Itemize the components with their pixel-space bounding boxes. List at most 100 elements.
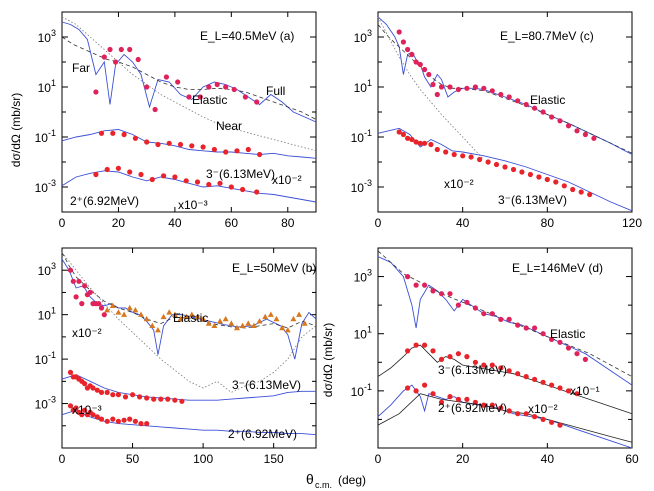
data-point bbox=[122, 394, 129, 400]
data-point bbox=[228, 320, 235, 326]
data-point bbox=[104, 307, 111, 313]
data-point bbox=[447, 354, 453, 360]
data-point bbox=[194, 179, 201, 185]
x-tick-label: 40 bbox=[456, 216, 470, 230]
data-point bbox=[70, 278, 76, 284]
data-point bbox=[417, 140, 423, 146]
data-point bbox=[438, 399, 445, 405]
panel-b: 0 50 100 150 103 101 10-1 10-3 E_L=50MeV (b) Elas… bbox=[35, 247, 317, 466]
data-point bbox=[273, 315, 280, 322]
data-point bbox=[165, 396, 171, 402]
x-tick-label: 40 bbox=[168, 216, 182, 230]
annotation-label: 2⁺(6.92MeV) bbox=[70, 194, 139, 208]
data-point bbox=[515, 322, 521, 328]
data-point bbox=[98, 389, 105, 395]
data-point bbox=[481, 85, 487, 91]
data-point bbox=[223, 149, 229, 155]
data-point bbox=[73, 405, 79, 411]
data-point bbox=[172, 174, 178, 180]
data-point bbox=[104, 389, 110, 395]
data-point bbox=[171, 311, 178, 317]
x-tick-label: 0 bbox=[375, 452, 382, 466]
data-point bbox=[127, 416, 133, 422]
data-point bbox=[115, 165, 121, 171]
y-tick-label: 101 bbox=[38, 306, 56, 323]
data-point bbox=[455, 302, 461, 308]
annotation-label: Elastic bbox=[192, 93, 227, 107]
data-point bbox=[523, 411, 529, 417]
data-point bbox=[502, 164, 508, 170]
data-point bbox=[413, 282, 419, 288]
data-point bbox=[413, 59, 419, 65]
curve-dash bbox=[61, 36, 317, 120]
data-point bbox=[279, 324, 286, 331]
annotation-label: 3⁻(6.13MeV) bbox=[206, 167, 275, 181]
data-point bbox=[532, 376, 538, 382]
data-point bbox=[489, 362, 495, 368]
data-point bbox=[422, 382, 428, 388]
data-point bbox=[245, 146, 251, 153]
data-point bbox=[179, 398, 185, 404]
data-point bbox=[256, 318, 263, 324]
data-point bbox=[110, 130, 116, 136]
data-point bbox=[430, 391, 436, 397]
data-point bbox=[451, 151, 457, 158]
data-point bbox=[175, 79, 181, 85]
data-point bbox=[447, 291, 453, 297]
curve-black bbox=[377, 393, 633, 443]
data-point bbox=[155, 141, 161, 148]
data-point bbox=[79, 412, 85, 418]
data-point bbox=[553, 179, 559, 185]
data-point bbox=[405, 135, 411, 141]
data-point bbox=[67, 369, 74, 375]
data-point bbox=[405, 385, 411, 391]
data-point bbox=[430, 81, 436, 88]
data-point bbox=[591, 135, 597, 141]
data-point bbox=[183, 313, 190, 320]
data-point bbox=[177, 315, 184, 322]
y-tick-label: 10-3 bbox=[35, 178, 56, 195]
data-point bbox=[82, 381, 88, 387]
data-point bbox=[506, 94, 512, 100]
data-point bbox=[464, 299, 470, 305]
data-point bbox=[96, 301, 102, 307]
curve-dot bbox=[61, 252, 317, 393]
data-point bbox=[549, 382, 555, 388]
y-tick-label: 103 bbox=[354, 268, 372, 285]
data-point bbox=[107, 46, 113, 53]
data-point bbox=[138, 421, 144, 427]
data-point bbox=[206, 84, 212, 90]
annotation-label: 3⁻(6.13MeV) bbox=[498, 193, 567, 207]
data-point bbox=[409, 136, 415, 143]
data-point bbox=[472, 305, 478, 311]
panel-a: 0 20 40 60 80 103 101 10-1 10-3 E_L=40.5MeV (a) Fa… bbox=[35, 11, 317, 230]
annotation-label: 2⁺(6.92MeV) bbox=[228, 427, 297, 441]
data-point bbox=[94, 387, 100, 393]
data-point bbox=[557, 118, 563, 124]
annotation-label: x10⁻² bbox=[444, 177, 474, 191]
data-point bbox=[582, 356, 589, 362]
data-point bbox=[132, 307, 139, 313]
data-point bbox=[290, 315, 297, 322]
data-point bbox=[523, 101, 529, 108]
data-point bbox=[118, 46, 124, 53]
x-tick-label: 20 bbox=[112, 216, 126, 230]
x-tick-label: 0 bbox=[375, 216, 382, 230]
data-point bbox=[481, 362, 487, 368]
data-point bbox=[262, 313, 269, 320]
data-point bbox=[82, 407, 88, 413]
data-point bbox=[76, 278, 82, 284]
data-point bbox=[540, 331, 546, 337]
y-tick-label: 101 bbox=[38, 78, 56, 95]
y-tick-label: 10-1 bbox=[35, 128, 56, 145]
y-tick-label: 10-1 bbox=[35, 350, 56, 367]
data-point bbox=[413, 388, 419, 394]
data-point bbox=[152, 106, 158, 113]
x-tick-label: 150 bbox=[264, 452, 284, 466]
annotation-label: 2⁺(6.92MeV) bbox=[438, 401, 507, 415]
annotation-label: x10⁻² bbox=[272, 173, 302, 187]
data-point bbox=[455, 86, 461, 93]
data-point bbox=[115, 392, 121, 398]
data-point bbox=[434, 91, 440, 98]
